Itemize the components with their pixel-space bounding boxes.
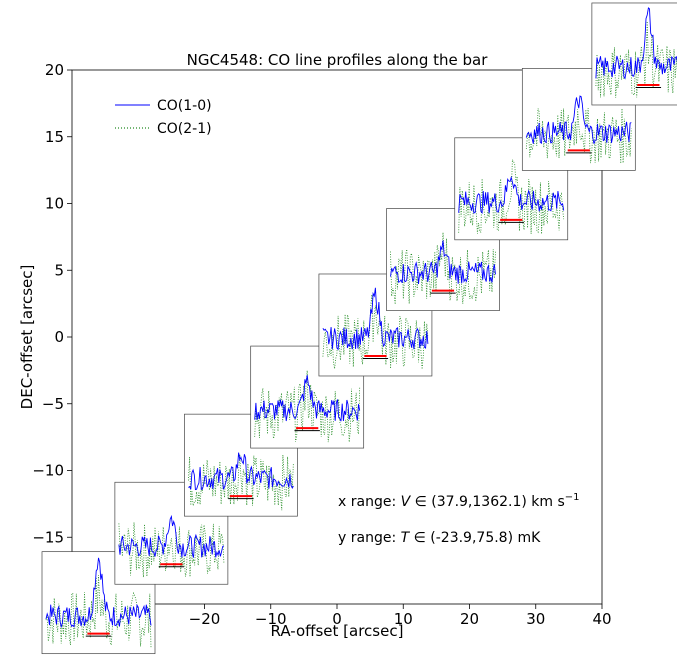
co10-profile bbox=[188, 452, 294, 491]
co21-profile bbox=[188, 454, 294, 511]
y-tick-label: 15 bbox=[45, 128, 64, 146]
inset-frame bbox=[591, 2, 677, 106]
x-range-annotation: x range: V ∈ (37.9,1362.1) km s−1 bbox=[338, 492, 580, 510]
co10-profile bbox=[595, 7, 677, 80]
x-tick-label: 10 bbox=[394, 610, 413, 628]
y-tick-label: 20 bbox=[45, 61, 64, 79]
co10-profile bbox=[390, 240, 496, 285]
x-tick-label: −20 bbox=[189, 610, 221, 628]
y-range-annotation: y range: T ∈ (-23.9,75.8) mK bbox=[338, 530, 541, 546]
legend-co10-label: CO(1-0) bbox=[157, 98, 212, 114]
co21-profile bbox=[118, 522, 225, 578]
co10-profile bbox=[45, 557, 152, 629]
y-tick-label: −15 bbox=[32, 528, 64, 546]
co10-profile bbox=[458, 175, 565, 215]
co10-profile bbox=[322, 287, 429, 351]
co21-profile bbox=[254, 370, 361, 443]
y-tick-label: 5 bbox=[54, 261, 64, 279]
co10-profile bbox=[525, 95, 632, 145]
co21-profile bbox=[45, 575, 152, 648]
co10-profile bbox=[118, 514, 225, 558]
y-tick-label: −5 bbox=[42, 395, 64, 413]
y-tick-label: −10 bbox=[32, 462, 64, 480]
co10-profile bbox=[254, 375, 361, 422]
x-tick-label: −10 bbox=[255, 610, 287, 628]
co21-profile bbox=[525, 108, 632, 164]
x-tick-label: 0 bbox=[332, 610, 342, 628]
inset-panel bbox=[591, 2, 677, 106]
x-tick-label: 40 bbox=[592, 610, 611, 628]
x-tick-label: 30 bbox=[526, 610, 545, 628]
legend-co21-label: CO(2-1) bbox=[157, 121, 212, 137]
y-tick-label: 10 bbox=[45, 195, 64, 213]
inset-profiles bbox=[41, 2, 677, 655]
y-tick-label: 0 bbox=[54, 328, 64, 346]
chart-title: NGC4548: CO line profiles along the bar bbox=[187, 51, 489, 69]
x-tick-label: 20 bbox=[460, 610, 479, 628]
y-axis-label: DEC-offset [arcsec] bbox=[18, 265, 36, 410]
x-axis-label: RA-offset [arcsec] bbox=[271, 622, 404, 640]
legend: CO(1-0) CO(2-1) bbox=[115, 98, 212, 137]
